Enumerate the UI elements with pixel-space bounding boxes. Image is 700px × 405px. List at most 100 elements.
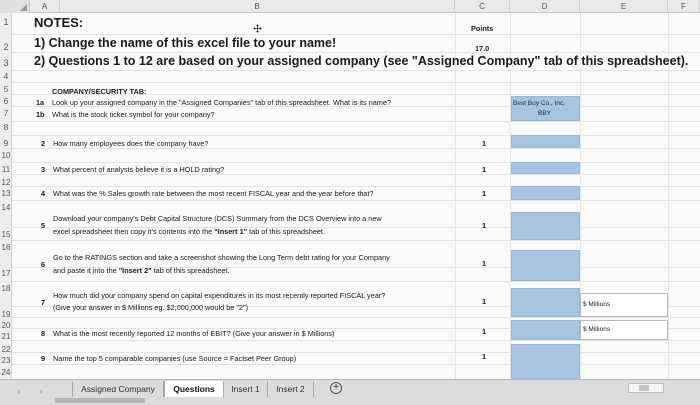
question-points: 1 bbox=[482, 139, 487, 148]
question-text: (Give your answer in $ Millions eg. $2,0… bbox=[53, 303, 249, 312]
column-header-d[interactable]: D bbox=[510, 0, 580, 13]
answer-cell[interactable] bbox=[511, 96, 580, 121]
horizontal-scrollbar[interactable] bbox=[628, 383, 664, 393]
question-text: Name the top 5 comparable companies (use… bbox=[53, 354, 297, 363]
column-header-a[interactable]: A bbox=[30, 0, 60, 13]
question-text: tab of this spreadsheet. bbox=[151, 266, 230, 275]
grid-line bbox=[510, 13, 511, 380]
grid-line bbox=[12, 148, 700, 149]
grid-line bbox=[12, 240, 700, 241]
column-header-f[interactable]: F bbox=[668, 0, 700, 13]
question-number: 1a bbox=[36, 98, 45, 107]
prev-sheet-icon[interactable]: ‹ bbox=[17, 386, 21, 396]
question-points: 1 bbox=[482, 352, 487, 361]
question-number: 9 bbox=[41, 354, 46, 363]
unit-cell[interactable] bbox=[580, 320, 668, 340]
question-text: What was the % Sales growth rate between… bbox=[53, 189, 374, 198]
row-number[interactable]: 21 bbox=[1, 332, 11, 341]
answer-cell[interactable] bbox=[511, 344, 580, 380]
grid-line bbox=[12, 267, 700, 268]
row-number[interactable]: 17 bbox=[1, 269, 11, 278]
question-number: 8 bbox=[41, 329, 46, 338]
row-number[interactable]: 16 bbox=[1, 243, 11, 252]
row-number[interactable]: 20 bbox=[1, 321, 11, 330]
row-number[interactable]: 4 bbox=[3, 72, 9, 81]
question-points: 1 bbox=[482, 327, 487, 336]
grid-line bbox=[12, 106, 700, 107]
grid-line bbox=[455, 13, 456, 380]
next-sheet-icon[interactable]: › bbox=[39, 386, 43, 396]
grid-line bbox=[12, 135, 700, 136]
row-number[interactable]: 3 bbox=[3, 58, 9, 68]
grid-line bbox=[12, 227, 700, 228]
answer-cell[interactable] bbox=[511, 162, 580, 174]
grid-line bbox=[12, 174, 700, 175]
answer-cell[interactable] bbox=[511, 212, 580, 240]
select-all-corner[interactable] bbox=[0, 0, 30, 13]
row-number[interactable]: 14 bbox=[1, 203, 11, 212]
question-text-line2: excel spreadsheet then copy it's content… bbox=[53, 227, 325, 236]
row-number[interactable]: 7 bbox=[3, 109, 9, 118]
question-number: 6 bbox=[41, 260, 46, 269]
company-name-answer: Best Buy Co., Inc. bbox=[513, 100, 566, 107]
grid-line bbox=[12, 364, 700, 365]
unit-cell[interactable] bbox=[580, 293, 668, 317]
plus-icon[interactable]: + bbox=[330, 382, 342, 394]
tab-assigned-company[interactable]: Assigned Company bbox=[72, 381, 164, 397]
question-text: Download your company's Debt Capital Str… bbox=[53, 214, 382, 223]
grid-line bbox=[12, 306, 700, 307]
question-points: 1 bbox=[482, 259, 487, 268]
move-cursor-icon bbox=[253, 24, 262, 33]
scrollbar-thumb[interactable] bbox=[639, 385, 649, 391]
question-points: 1 bbox=[482, 221, 487, 230]
row-number[interactable]: 8 bbox=[3, 123, 9, 132]
row-number[interactable]: 1 bbox=[3, 17, 9, 27]
question-text: tab of this spreadsheet. bbox=[247, 227, 325, 236]
grid-line bbox=[12, 186, 700, 187]
row-number[interactable]: 6 bbox=[3, 97, 9, 106]
tab-insert-1[interactable]: Insert 1 bbox=[224, 381, 268, 397]
question-number: 2 bbox=[41, 139, 46, 148]
question-text: Look up your assigned company in the "As… bbox=[52, 98, 391, 107]
grid-line bbox=[12, 94, 700, 95]
row-number[interactable]: 19 bbox=[1, 310, 11, 319]
question-text: How many employees does the company have… bbox=[53, 139, 209, 148]
question-text: What is the most recently reported 12 mo… bbox=[53, 329, 335, 338]
row-number[interactable]: 2 bbox=[3, 42, 9, 52]
row-number[interactable]: 12 bbox=[1, 178, 11, 187]
points-header: Points bbox=[471, 24, 494, 33]
question-points: 1 bbox=[482, 297, 487, 306]
answer-cell[interactable] bbox=[511, 320, 580, 340]
row-number[interactable]: 22 bbox=[1, 345, 11, 354]
grid-line bbox=[12, 82, 700, 83]
grid-line bbox=[12, 70, 700, 71]
question-text: What is the stock ticker symbol for your… bbox=[52, 110, 215, 119]
row-number[interactable]: 11 bbox=[1, 165, 11, 174]
grid-line bbox=[12, 352, 700, 353]
row-number[interactable]: 18 bbox=[1, 284, 11, 293]
question-text: and paste it into the bbox=[53, 266, 119, 275]
tab-insert-2[interactable]: Insert 2 bbox=[268, 381, 314, 397]
grid-line bbox=[12, 200, 700, 201]
question-text-line2: and paste it into the "Insert 2" tab of … bbox=[53, 266, 230, 275]
column-header-c[interactable]: C bbox=[455, 0, 510, 13]
answer-cell[interactable] bbox=[511, 288, 580, 317]
row-number[interactable]: 13 bbox=[1, 189, 11, 198]
row-number[interactable]: 9 bbox=[3, 139, 9, 148]
row-number[interactable]: 10 bbox=[1, 151, 11, 160]
column-header-e[interactable]: E bbox=[580, 0, 668, 13]
row-number[interactable]: 24 bbox=[1, 368, 11, 377]
status-bar-text bbox=[55, 398, 145, 403]
column-header-b[interactable]: B bbox=[60, 0, 455, 13]
grid-line bbox=[12, 317, 700, 318]
answer-cell[interactable] bbox=[511, 135, 580, 148]
row-number[interactable]: 15 bbox=[1, 230, 11, 239]
answer-cell[interactable] bbox=[511, 186, 580, 200]
row-header-bar: 1 2 3 4 5 6 7 8 9 10 11 12 13 14 15 16 1… bbox=[0, 13, 12, 380]
row-number[interactable]: 5 bbox=[3, 85, 9, 94]
tab-questions[interactable]: Questions bbox=[164, 381, 224, 397]
row-number[interactable]: 23 bbox=[1, 356, 11, 365]
unit-label: $ Millions bbox=[583, 301, 611, 308]
answer-cell[interactable] bbox=[511, 250, 580, 281]
